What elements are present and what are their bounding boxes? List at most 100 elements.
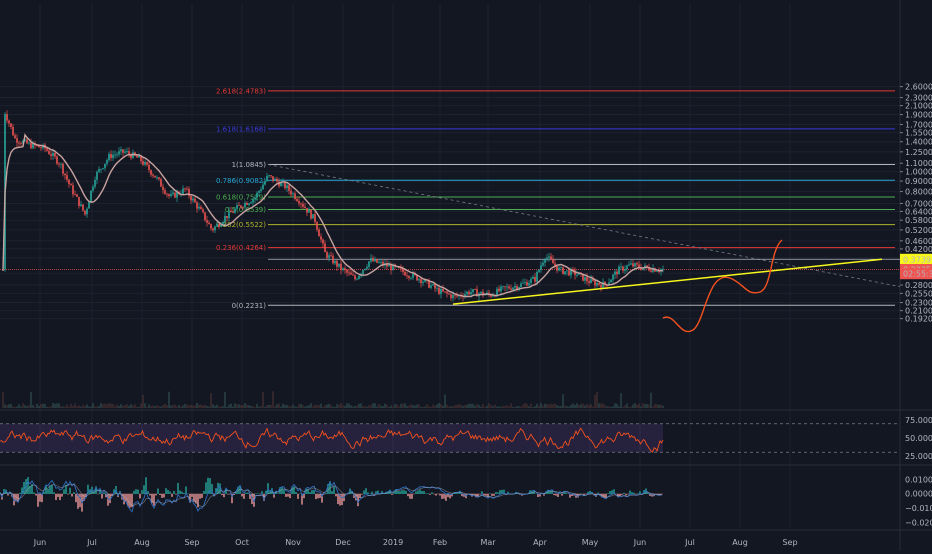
macd-hist-bar — [557, 494, 558, 497]
volume-bar — [498, 406, 499, 408]
candle-body — [274, 179, 276, 181]
candle-body — [196, 202, 198, 208]
volume-bar — [272, 391, 273, 408]
volume-bar — [618, 406, 619, 408]
x-tick-label: Jul — [86, 538, 97, 547]
volume-bar — [468, 404, 469, 408]
macd-hist-bar — [605, 494, 606, 498]
volume-bar — [246, 405, 247, 408]
macd-hist-bar — [59, 494, 60, 500]
macd-hist-bar — [107, 494, 108, 506]
candle-body — [404, 272, 406, 276]
volume-bar — [526, 404, 527, 408]
volume-bar — [78, 405, 79, 408]
macd-hist-bar — [447, 494, 448, 497]
volume-bar — [182, 405, 183, 408]
macd-hist-bar — [51, 485, 52, 494]
volume-bar — [264, 407, 265, 408]
candle-body — [16, 138, 18, 143]
y-tick-label: 0.9000 — [905, 177, 932, 186]
volume-bar — [76, 406, 77, 408]
candle-body — [124, 151, 126, 152]
candle-body — [650, 270, 652, 271]
moving-average-line — [3, 135, 663, 297]
macd-hist-bar — [627, 494, 628, 495]
candle-body — [550, 256, 552, 259]
candle-body — [126, 151, 128, 152]
candle-body — [184, 188, 186, 189]
volume-bar — [514, 407, 515, 408]
x-tick-label: Jun — [633, 538, 647, 547]
candle-body — [474, 289, 476, 290]
volume-bar — [470, 404, 471, 408]
macd-hist-bar — [295, 492, 296, 494]
macd-hist-bar — [149, 494, 150, 496]
volume-bar — [476, 404, 477, 408]
candle-body — [434, 284, 436, 288]
volume-bar — [168, 392, 169, 408]
candle-body — [356, 279, 358, 280]
candle-body — [60, 164, 62, 165]
macd-hist-bar — [479, 494, 480, 495]
volume-bar — [230, 404, 231, 408]
volume-bar — [152, 406, 153, 408]
candle-body — [40, 147, 42, 148]
candle-body — [156, 177, 158, 178]
volume-bar — [640, 406, 641, 408]
volume-bar — [570, 405, 571, 408]
candle-body — [254, 198, 256, 200]
volume-bar — [68, 407, 69, 408]
volume-bar — [432, 405, 433, 408]
volume-bar — [42, 404, 43, 408]
candle-body — [270, 175, 272, 176]
volume-bar — [652, 406, 653, 408]
volume-bar — [100, 403, 101, 408]
volume-bar — [198, 405, 199, 408]
candle-body — [438, 288, 440, 294]
volume-bar — [134, 404, 135, 408]
volume-bar — [72, 406, 73, 408]
volume-bar — [636, 405, 637, 408]
volume-bar — [240, 405, 241, 408]
volume-bar — [322, 407, 323, 408]
candle-body — [80, 204, 82, 206]
candle-body — [172, 193, 174, 194]
candle-body — [28, 143, 30, 144]
macd-hist-bar — [79, 494, 80, 507]
macd-hist-bar — [71, 494, 72, 497]
x-tick-label: Apr — [533, 538, 548, 547]
volume-bar — [74, 403, 75, 408]
volume-bar — [348, 404, 349, 408]
macd-hist-bar — [435, 494, 436, 496]
x-tick-label: Jun — [33, 538, 47, 547]
volume-bar — [258, 407, 259, 408]
volume-bar — [472, 404, 473, 408]
volume-bar — [228, 405, 229, 408]
macd-hist-bar — [57, 494, 58, 497]
volume-bar — [462, 406, 463, 408]
candle-body — [324, 244, 326, 253]
candle-body — [454, 295, 456, 296]
fib-level-label: 0.786(0.9082) — [216, 177, 266, 185]
x-tick-label: Mar — [480, 538, 496, 547]
candle-body — [406, 275, 408, 276]
volume-bar — [544, 404, 545, 408]
macd-hist-bar — [325, 493, 326, 494]
macd-hist-bar — [137, 490, 138, 494]
candle-body — [166, 194, 168, 195]
candle-body — [446, 292, 448, 294]
candle-body — [334, 261, 336, 264]
volume-bar — [464, 405, 465, 408]
volume-bar — [614, 403, 615, 408]
candle-body — [588, 281, 590, 283]
volume-bar — [396, 404, 397, 408]
volume-bar — [14, 407, 15, 408]
candle-body — [430, 285, 432, 287]
macd-tick-label: 0.0000 — [905, 490, 932, 499]
volume-bar — [266, 405, 267, 408]
volume-bar — [206, 406, 207, 408]
volume-bar — [172, 405, 173, 408]
macd-hist-bar — [69, 488, 70, 494]
